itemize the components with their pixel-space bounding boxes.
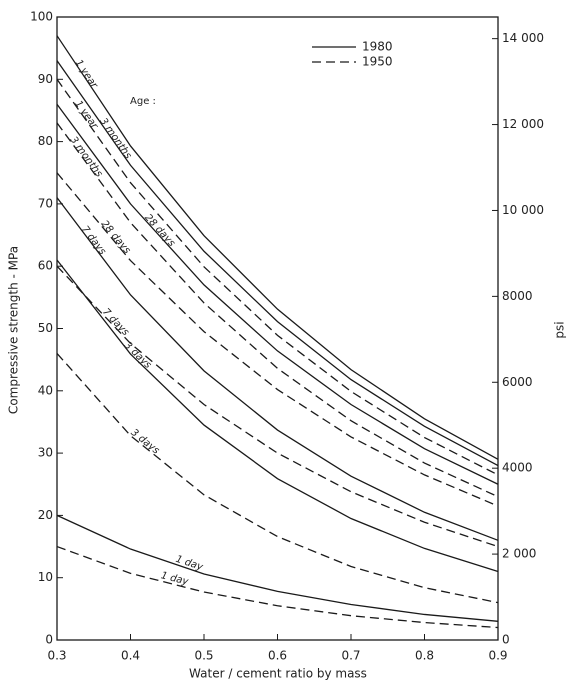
y-tick-label: 50 [38,321,53,335]
line-series [56,122,499,498]
curve-label: 7 days [100,307,131,339]
line-series [56,197,499,541]
x-tick-label: 0.4 [121,649,140,663]
y-tick-label: 10 [38,570,53,584]
y-tick-label: 100 [30,10,53,24]
age-label: Age : [130,96,156,107]
x-tick-label: 0.5 [194,649,213,663]
legend-label: 1980 [362,40,393,54]
x-tick-label: 0.8 [415,649,434,663]
curve-label: 3 days [122,340,153,371]
curve-label: 1 day [160,570,191,588]
curve-label: 3 months [68,135,105,180]
y-tick-label: 80 [38,134,53,148]
x-tick-label: 0.9 [488,649,507,663]
y2-tick-label: 0 [502,633,510,647]
legend-label: 1950 [362,55,393,69]
line-series [56,514,499,622]
y2-tick-label: 2 000 [502,547,536,561]
line-series [56,78,499,476]
x-tick-label: 0.6 [268,649,287,663]
x-tick-label: 0.7 [341,649,360,663]
y2-tick-label: 14 000 [502,31,544,45]
curve-label: 3 days [129,427,162,456]
line-series [56,259,499,573]
y-tick-label: 70 [38,196,53,210]
line-series [56,35,499,460]
y-tick-label: 60 [38,259,53,273]
y-tick-label: 40 [38,383,53,397]
y-tick-label: 20 [38,508,53,522]
y2-tick-label: 6000 [502,375,533,389]
y2-axis-label: psi [553,321,567,338]
x-axis-label: Water / cement ratio by mass [189,667,367,681]
line-series [56,265,499,548]
line-series [56,103,499,485]
y-tick-label: 30 [38,446,53,460]
curve-label: 1 year [73,58,100,91]
y-tick-label: 0 [45,633,53,647]
y2-tick-label: 12 000 [502,117,544,131]
x-tick-label: 0.3 [47,649,66,663]
y-tick-label: 90 [38,72,53,86]
y2-tick-label: 8000 [502,289,533,303]
line-series [56,172,499,507]
y-axis-label: Compressive strength - MPa [7,246,21,414]
line-series [56,60,499,467]
line-series [56,545,499,629]
curve-label: 1 day [174,554,205,574]
y2-tick-label: 10 000 [502,203,544,217]
y2-tick-label: 4000 [502,461,533,475]
